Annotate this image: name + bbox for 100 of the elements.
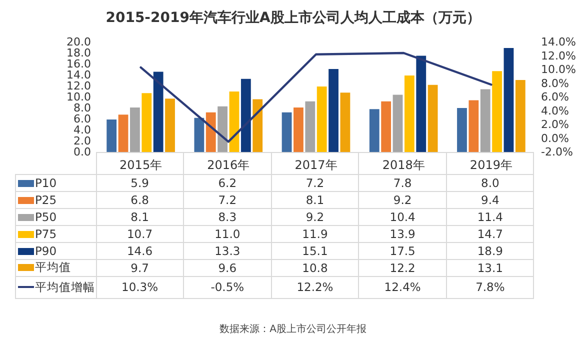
data-label: 11.4 bbox=[446, 208, 534, 225]
bar bbox=[218, 106, 228, 152]
bar bbox=[369, 109, 380, 152]
data-label: 15.1 bbox=[271, 242, 359, 259]
y2-tick-label: 10.0% bbox=[541, 63, 576, 76]
data-label: 7.8 bbox=[358, 174, 446, 191]
bar bbox=[492, 71, 502, 152]
bar bbox=[142, 93, 152, 152]
data-label: 7.8% bbox=[446, 276, 534, 298]
y2-tick-label: 2.0% bbox=[541, 118, 569, 131]
data-label: 6.8 bbox=[96, 191, 184, 208]
data-label: 11.0 bbox=[184, 225, 272, 242]
legend-label: P10 bbox=[16, 174, 96, 191]
y-tick-label: 14.0 bbox=[66, 68, 91, 82]
bar bbox=[130, 107, 140, 152]
y-tick-label: 10.0 bbox=[66, 90, 91, 104]
bar bbox=[153, 72, 164, 152]
legend-label: P75 bbox=[16, 225, 96, 242]
data-label: 12.2 bbox=[358, 259, 446, 276]
bar bbox=[328, 68, 338, 152]
bar bbox=[118, 114, 128, 152]
x-tick-label: 2018年 bbox=[382, 158, 425, 172]
bar bbox=[468, 100, 479, 152]
y-tick-label: 20.0 bbox=[66, 36, 91, 48]
y-tick-label: 8.0 bbox=[74, 102, 91, 114]
data-label: 10.3% bbox=[96, 276, 184, 298]
legend-label: P90 bbox=[16, 242, 96, 259]
data-label: 9.2 bbox=[271, 208, 359, 225]
data-label: 14.7 bbox=[446, 225, 534, 242]
y2-tick-label: 6.0% bbox=[541, 90, 569, 104]
bar bbox=[229, 92, 240, 152]
data-label: 13.3 bbox=[184, 242, 272, 259]
bar bbox=[194, 118, 204, 152]
data-label: 9.7 bbox=[96, 259, 184, 276]
y2-tick-label: 12.0% bbox=[541, 49, 576, 62]
y2-tick-label: -2.0% bbox=[541, 146, 573, 158]
data-label: 10.7 bbox=[96, 225, 184, 242]
bar bbox=[240, 78, 251, 152]
bar bbox=[252, 99, 263, 152]
data-label: 13.9 bbox=[358, 225, 446, 242]
bar bbox=[206, 112, 216, 152]
data-label: 12.2% bbox=[271, 276, 359, 298]
legend-label: P50 bbox=[16, 208, 96, 225]
x-tick-label: 2017年 bbox=[294, 158, 338, 172]
x-tick-label: 2016年 bbox=[207, 158, 250, 172]
data-label: 6.2 bbox=[184, 174, 272, 191]
bar bbox=[404, 76, 414, 152]
data-label: 8.1 bbox=[96, 208, 184, 225]
data-label: 13.1 bbox=[446, 259, 534, 276]
data-label: 8.0 bbox=[446, 174, 534, 191]
y-tick-label: 12.0 bbox=[66, 80, 91, 92]
data-label: 5.9 bbox=[96, 174, 184, 191]
data-label: 10.8 bbox=[271, 259, 359, 276]
y-tick-label: 4.0 bbox=[74, 124, 91, 136]
data-label: 18.9 bbox=[446, 242, 534, 259]
legend-label: 平均值 bbox=[16, 259, 96, 276]
data-label: 9.4 bbox=[446, 191, 534, 208]
bar bbox=[316, 86, 327, 152]
y-tick-label: 0.0 bbox=[74, 146, 91, 158]
bar bbox=[106, 120, 117, 152]
y-tick-label: 6.0 bbox=[74, 112, 91, 126]
bar bbox=[416, 56, 426, 152]
data-label: 10.4 bbox=[358, 208, 446, 225]
data-label: 14.6 bbox=[96, 242, 184, 259]
bar bbox=[515, 80, 526, 152]
y2-tick-label: 4.0% bbox=[541, 104, 569, 118]
bar bbox=[305, 101, 316, 152]
data-label: 9.6 bbox=[184, 259, 272, 276]
data-label: 7.2 bbox=[271, 174, 359, 191]
bar bbox=[504, 48, 514, 152]
data-label: 12.4% bbox=[358, 276, 446, 298]
bar bbox=[381, 101, 392, 152]
legend-label: 平均值增幅 bbox=[16, 276, 96, 298]
bar bbox=[282, 112, 292, 152]
data-label: 17.5 bbox=[358, 242, 446, 259]
y2-tick-label: 8.0% bbox=[541, 76, 569, 90]
bar bbox=[480, 89, 490, 152]
y-tick-label: 16.0 bbox=[66, 58, 91, 70]
legend-label: P25 bbox=[16, 191, 96, 208]
data-label: -0.5% bbox=[184, 276, 272, 298]
bar bbox=[392, 94, 403, 152]
data-label: 11.9 bbox=[271, 225, 359, 242]
x-tick-label: 2015年 bbox=[120, 158, 162, 172]
line-series bbox=[140, 52, 492, 143]
source-note: 数据来源：A股上市公司公开年报 bbox=[218, 322, 368, 336]
data-label: 8.3 bbox=[184, 208, 272, 225]
bar bbox=[294, 107, 304, 152]
y2-tick-label: 0.0% bbox=[541, 132, 569, 145]
y-tick-label: 18.0 bbox=[66, 46, 91, 60]
chart-title: 2015-2019年汽车行业A股上市公司人均人工成本（万元） bbox=[106, 9, 480, 26]
data-label: 8.1 bbox=[271, 191, 359, 208]
bar bbox=[457, 108, 467, 152]
bar bbox=[165, 98, 175, 152]
x-tick-label: 2019年 bbox=[470, 158, 512, 172]
data-label: 9.2 bbox=[358, 191, 446, 208]
y2-tick-label: 14.0% bbox=[541, 36, 576, 48]
y-tick-label: 2.0 bbox=[74, 134, 91, 148]
bar bbox=[340, 92, 350, 152]
data-label: 7.2 bbox=[184, 191, 272, 208]
bar bbox=[428, 84, 438, 152]
